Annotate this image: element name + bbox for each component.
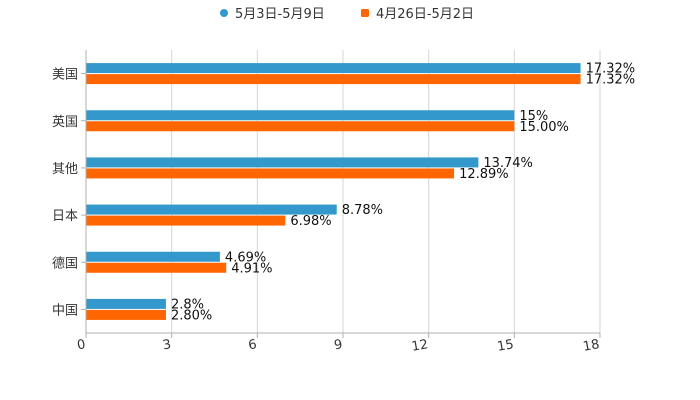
legend-marker-1 (220, 9, 228, 17)
bar-2-3 (86, 168, 455, 179)
category-label-5: 德国 (52, 256, 78, 271)
category-label-1: 美国 (52, 68, 78, 83)
bar-2-2 (86, 121, 515, 132)
category-label-2: 英国 (52, 115, 78, 130)
data-label-2-1: 17.32% (586, 73, 636, 88)
axes (81, 50, 601, 338)
bar-2-1 (86, 74, 581, 85)
legend-marker-2 (361, 9, 369, 17)
data-label-2-2: 15.00% (519, 120, 569, 135)
x-tick-label-15: 15 (496, 337, 515, 355)
data-label-1-2: 15% (519, 109, 548, 124)
bar-1-4 (86, 204, 337, 215)
bar-1-3 (86, 157, 479, 168)
data-label-1-1: 17.32% (586, 62, 636, 77)
labels: 0 3 6 9 12 15 18 美国 17.32%17.32% 英国 15%15.00% 其他 13.… (52, 62, 635, 355)
data-label-1-4: 8.78% (342, 203, 383, 218)
bar-1-2 (86, 110, 515, 121)
category-label-3: 其他 (52, 162, 78, 177)
x-tick-label-0: 0 (76, 337, 87, 353)
x-tick-label-18: 18 (582, 337, 601, 355)
grid-lines (171, 50, 601, 333)
category-label-4: 日本 (52, 209, 78, 224)
data-label-2-3: 12.89% (459, 167, 509, 182)
x-tick-label-6: 6 (247, 337, 258, 353)
legend-label-2: 4月26日-5月2日 (376, 7, 474, 22)
bar-2-5 (86, 262, 227, 273)
bar-1-1 (86, 63, 581, 74)
data-label-2-4: 6.98% (290, 214, 331, 229)
x-tick-label-12: 12 (410, 337, 429, 355)
bars (86, 63, 581, 320)
bar-2-4 (86, 215, 286, 226)
data-label-1-6: 2.8% (171, 297, 204, 312)
bar-1-6 (86, 298, 166, 309)
legend-label-1: 5月3日-5月9日 (235, 7, 325, 22)
data-label-2-5: 4.91% (231, 261, 272, 276)
category-label-6: 中国 (52, 303, 78, 318)
bar-1-5 (86, 251, 220, 262)
x-tick-label-3: 3 (162, 337, 173, 353)
data-label-1-3: 13.74% (483, 156, 533, 171)
bar-2-6 (86, 309, 166, 320)
legend: 5月3日-5月9日 4月26日-5月2日 (220, 7, 474, 22)
data-label-2-6: 2.80% (171, 308, 212, 323)
data-label-1-5: 4.69% (225, 250, 266, 265)
x-tick-label-9: 9 (333, 337, 344, 353)
